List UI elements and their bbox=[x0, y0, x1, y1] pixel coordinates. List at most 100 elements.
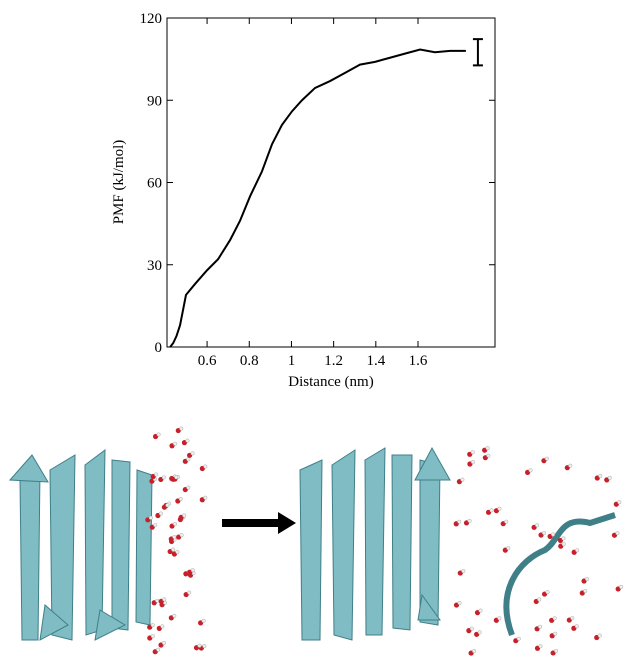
hydrogen bbox=[570, 616, 575, 621]
hydrogen bbox=[467, 518, 472, 523]
hydrogen bbox=[190, 451, 195, 456]
hydrogen bbox=[617, 500, 622, 505]
hydrogen bbox=[187, 590, 192, 595]
molecular-snapshots bbox=[8, 426, 624, 656]
strand bbox=[135, 469, 153, 626]
hydrogen bbox=[173, 441, 178, 446]
beta-sheet-right bbox=[299, 446, 451, 641]
x-tick-label: 1.2 bbox=[324, 353, 343, 369]
hydrogen bbox=[542, 531, 547, 536]
y-axis-label: PMF (kJ/mol) bbox=[111, 140, 127, 225]
hydrogen bbox=[528, 468, 533, 473]
hydrogen bbox=[472, 649, 477, 654]
hydrogen bbox=[186, 485, 191, 490]
arrowhead bbox=[414, 446, 451, 481]
y-tick-label: 90 bbox=[147, 93, 162, 109]
hydrogen bbox=[179, 533, 184, 538]
hydrogen bbox=[153, 523, 158, 528]
hydrogen bbox=[538, 624, 543, 629]
line-series bbox=[169, 48, 466, 348]
y-tick-label: 120 bbox=[140, 11, 163, 27]
strand bbox=[331, 449, 356, 641]
hydrogen bbox=[161, 475, 166, 480]
strand bbox=[49, 454, 76, 641]
hydrogen bbox=[607, 475, 612, 480]
arrowhead bbox=[8, 454, 49, 483]
hydrogen bbox=[156, 647, 161, 652]
hydrogen bbox=[504, 519, 509, 524]
hydrogen bbox=[173, 522, 178, 527]
arrowhead bbox=[94, 609, 127, 641]
hydrogen bbox=[553, 631, 558, 636]
hydrogen bbox=[598, 474, 603, 479]
hydrogen bbox=[162, 640, 167, 645]
hydrogen bbox=[190, 568, 195, 573]
hydrogen bbox=[552, 616, 557, 621]
hydrogen bbox=[172, 535, 177, 540]
hydrogen bbox=[158, 511, 163, 516]
strand bbox=[299, 459, 323, 641]
hydrogen bbox=[174, 475, 179, 480]
x-tick-label: 1.4 bbox=[366, 353, 385, 369]
hydrogen bbox=[485, 446, 490, 451]
hydrogen bbox=[182, 513, 187, 518]
hydrogen bbox=[165, 503, 170, 508]
hydrogen bbox=[486, 453, 491, 458]
hydrogen bbox=[186, 457, 191, 462]
strand bbox=[84, 448, 106, 636]
arrowhead bbox=[39, 604, 69, 641]
hydrogen bbox=[185, 438, 190, 443]
beta-sheet-left bbox=[8, 448, 153, 641]
y-tick-label: 30 bbox=[147, 258, 162, 274]
hydrogen bbox=[150, 634, 155, 639]
plot-frame bbox=[166, 17, 496, 348]
hydrogen bbox=[561, 542, 566, 547]
hydrogen bbox=[619, 584, 624, 589]
hydrogen bbox=[148, 515, 153, 520]
hydrogen bbox=[172, 613, 177, 618]
x-tick-label: 0.8 bbox=[240, 353, 259, 369]
hydrogen bbox=[489, 508, 494, 513]
hydrogen bbox=[460, 477, 465, 482]
unfolded-strand bbox=[503, 512, 616, 637]
hydrogen bbox=[615, 531, 620, 536]
hydrogen bbox=[179, 426, 184, 431]
x-tick-label: 0.6 bbox=[198, 353, 217, 369]
strand bbox=[111, 459, 131, 631]
hydrogen bbox=[160, 624, 165, 629]
hydrogen bbox=[561, 536, 566, 541]
hydrogen bbox=[551, 532, 556, 537]
hydrogen bbox=[461, 569, 466, 574]
hydrogen bbox=[457, 601, 462, 606]
hydrogen bbox=[162, 597, 167, 602]
hydrogen bbox=[585, 577, 590, 582]
hydrogen bbox=[155, 598, 160, 603]
hydrogen bbox=[154, 472, 159, 477]
hydrogen bbox=[197, 643, 202, 648]
hydrogen bbox=[457, 519, 462, 524]
arrowhead bbox=[417, 593, 441, 621]
hydrogen bbox=[516, 636, 521, 641]
arrow bbox=[222, 512, 296, 534]
hydrogen bbox=[574, 624, 579, 629]
hydrogen bbox=[178, 496, 183, 501]
hydrogen bbox=[175, 549, 180, 554]
y-tick-label: 0 bbox=[155, 340, 163, 356]
x-axis-label: Distance (nm) bbox=[288, 374, 373, 390]
hydrogen bbox=[150, 623, 155, 628]
hydrogen bbox=[203, 464, 208, 469]
hydrogen bbox=[544, 456, 549, 461]
hydrogen bbox=[583, 589, 588, 594]
hydrogen bbox=[497, 616, 502, 621]
hydrogen bbox=[568, 463, 573, 468]
hydrogen bbox=[469, 626, 474, 631]
hydrogen bbox=[470, 450, 475, 455]
strand bbox=[391, 454, 413, 631]
strand bbox=[364, 447, 386, 636]
hydrogen bbox=[203, 495, 208, 500]
hydrogen bbox=[478, 608, 483, 613]
hydrogen bbox=[202, 644, 207, 649]
water-molecules bbox=[145, 426, 624, 656]
